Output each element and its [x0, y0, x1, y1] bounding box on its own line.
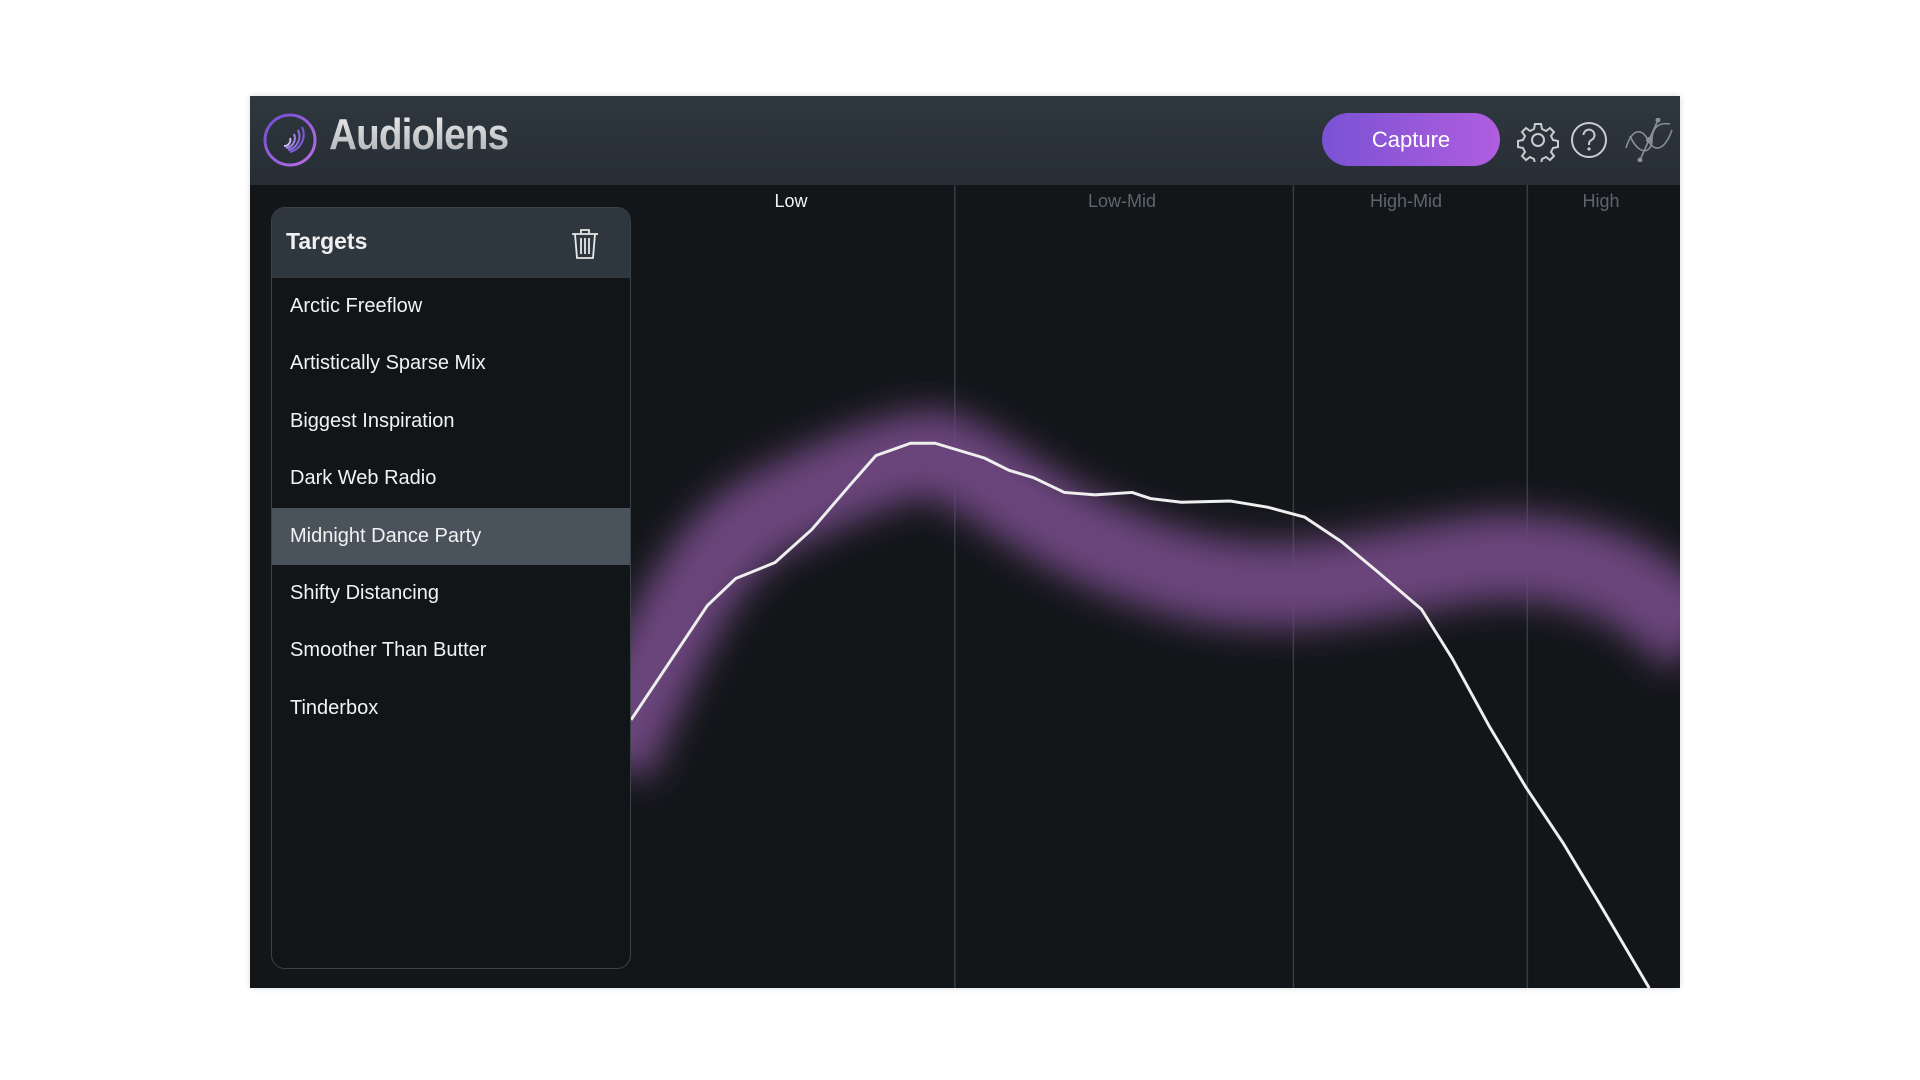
spectrum-display: Low Low-Mid High-Mid High: [631, 185, 1680, 988]
target-item-artistically-sparse-mix[interactable]: Artistically Sparse Mix: [290, 352, 486, 375]
targets-list: Arctic Freeflow Artistically Sparse Mix …: [272, 278, 630, 737]
header-bar: Audiolens Capture: [250, 96, 1680, 185]
target-item-midnight-dance-party[interactable]: Midnight Dance Party: [272, 507, 630, 565]
settings-gear-icon[interactable]: [1516, 118, 1560, 162]
target-item-smoother-than-butter[interactable]: Smoother Than Butter: [290, 639, 487, 662]
trash-icon[interactable]: [570, 228, 600, 260]
help-icon[interactable]: [1567, 118, 1611, 162]
targets-title: Targets: [286, 228, 368, 254]
target-item-shifty-distancing[interactable]: Shifty Distancing: [290, 581, 439, 604]
target-range-band: [631, 409, 1680, 781]
target-item-tinderbox[interactable]: Tinderbox: [290, 696, 379, 719]
audiolens-window: Audiolens Capture Targets: [250, 96, 1680, 988]
targets-panel: Targets Arctic Freeflow Artistically Spa…: [271, 207, 631, 969]
app-title: Audiolens: [329, 110, 509, 159]
target-item-biggest-inspiration[interactable]: Biggest Inspiration: [290, 409, 455, 432]
audiolens-logo-icon: [263, 113, 317, 167]
band-label-low[interactable]: Low: [774, 191, 808, 211]
targets-header: Targets: [272, 208, 630, 278]
band-label-low-mid[interactable]: Low-Mid: [1087, 191, 1157, 211]
plugin-logo-icon[interactable]: [1622, 118, 1676, 162]
target-item-dark-web-radio[interactable]: Dark Web Radio: [290, 467, 437, 490]
target-item-arctic-freeflow[interactable]: Arctic Freeflow: [290, 295, 423, 317]
captured-spectrum-curve: [631, 441, 1651, 988]
band-label-high[interactable]: High: [1582, 191, 1620, 211]
band-label-high-mid[interactable]: High-Mid: [1369, 191, 1443, 211]
capture-button[interactable]: Capture: [1322, 113, 1500, 166]
